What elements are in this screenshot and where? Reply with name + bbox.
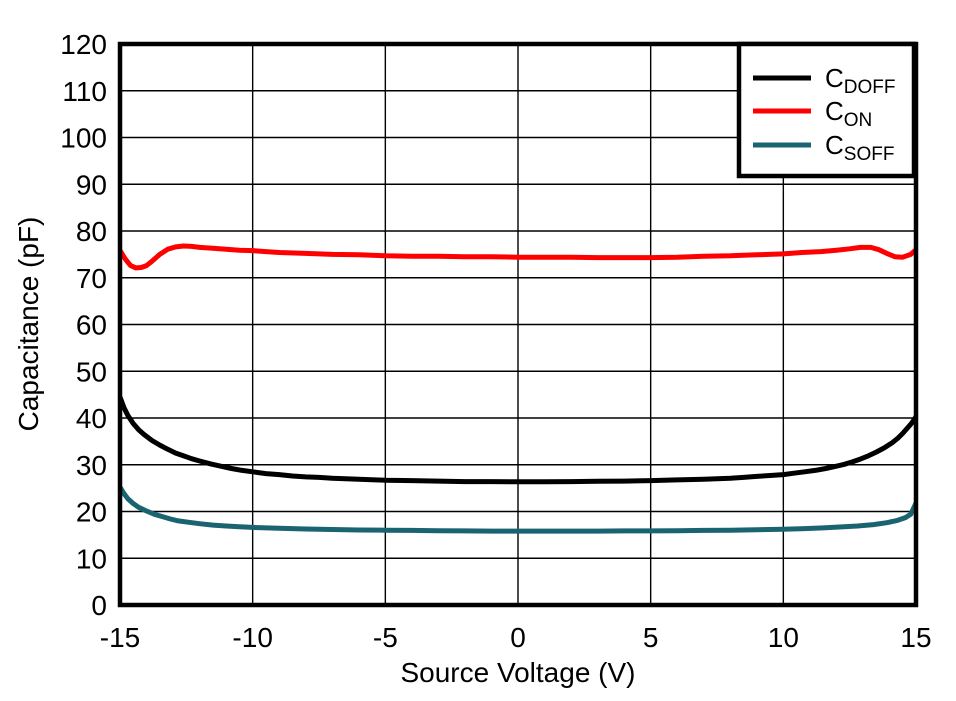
x-tick-label: 10: [768, 622, 799, 653]
x-tick-label: 5: [643, 622, 659, 653]
y-tick-label: 120: [60, 29, 107, 60]
x-tick-label: 0: [510, 622, 526, 653]
y-tick-label: 40: [76, 403, 107, 434]
x-axis-title: Source Voltage (V): [400, 657, 635, 688]
y-tick-label: 70: [76, 263, 107, 294]
y-tick-label: 0: [91, 590, 107, 621]
legend-label-csoff: CSOFF: [825, 130, 894, 165]
y-tick-label: 90: [76, 169, 107, 200]
legend: CDOFF CON CSOFF: [736, 41, 917, 179]
x-axis-tick-labels: -15 -10 -5 0 5 10 15: [100, 622, 932, 653]
legend-label-con: CON: [825, 96, 872, 131]
gridlines: [120, 44, 916, 605]
y-tick-label: 10: [76, 543, 107, 574]
series-line-CON: [117, 243, 918, 271]
y-tick-label: 60: [76, 310, 107, 341]
legend-entry-csoff: CSOFF: [753, 130, 894, 165]
legend-entry-cdoff: CDOFF: [753, 63, 896, 98]
y-axis-title: Capacitance (pF): [13, 217, 44, 432]
series-line-CSOFF: [117, 485, 919, 534]
y-tick-label: 100: [60, 123, 107, 154]
y-axis-tick-labels: 0 10 20 30 40 50 60 70 80 90 100 110 120: [60, 29, 107, 621]
legend-label-cdoff: CDOFF: [825, 63, 896, 98]
series-lines: [117, 243, 919, 534]
series-line-CDOFF: [117, 396, 919, 485]
plot-border: [117, 41, 919, 608]
x-tick-label: -10: [232, 622, 272, 653]
x-tick-label: -5: [373, 622, 398, 653]
y-tick-label: 110: [62, 76, 107, 107]
y-tick-label: 80: [76, 216, 107, 247]
x-tick-label: -15: [100, 622, 140, 653]
y-tick-label: 20: [76, 497, 107, 528]
y-tick-label: 50: [76, 356, 107, 387]
y-tick-label: 30: [76, 450, 107, 481]
x-tick-label: 15: [900, 622, 931, 653]
legend-entry-con: CON: [753, 96, 872, 131]
